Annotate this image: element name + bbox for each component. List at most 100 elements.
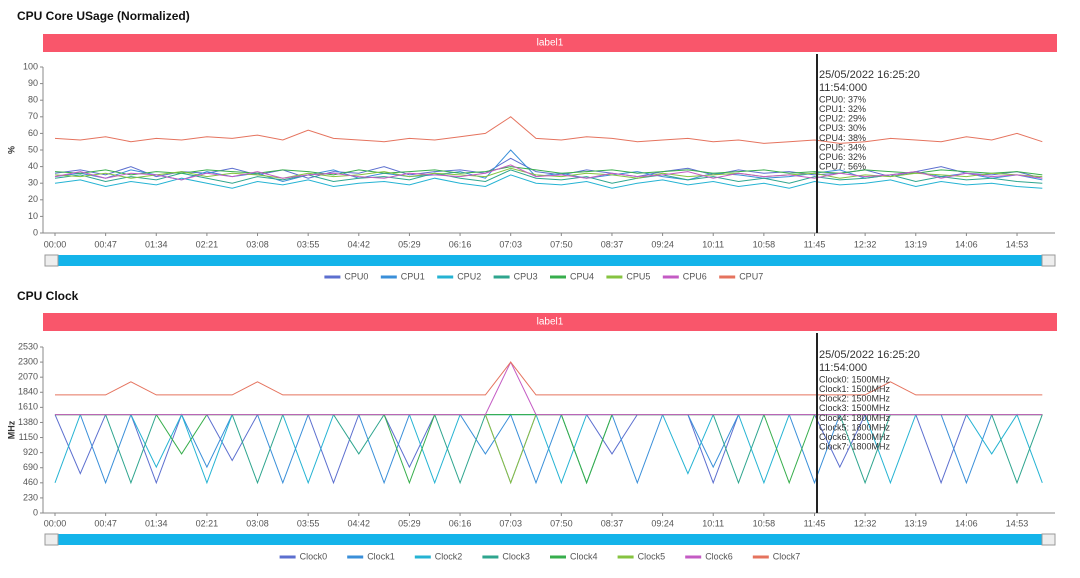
y-tick-label: 920: [23, 447, 38, 457]
legend-swatch[interactable]: [347, 555, 364, 559]
y-tick-label: 60: [28, 128, 38, 138]
x-tick-label: 08:37: [601, 239, 624, 249]
x-tick-label: 13:19: [904, 239, 927, 249]
legend-label[interactable]: CPU1: [401, 271, 425, 281]
y-axis-label: %: [6, 146, 16, 154]
legend-swatch[interactable]: [550, 555, 566, 559]
y-tick-label: 0: [33, 227, 38, 237]
y-tick-label: 2300: [18, 356, 38, 366]
x-tick-label: 05:29: [398, 518, 421, 528]
tooltip-line: CPU4: 38%: [819, 133, 866, 143]
chart-panel: CPU Clock label1 MHz 0 230 460 690 920 1150 1380 1…: [6, 289, 1057, 561]
x-tick-label: 07:03: [499, 518, 522, 528]
x-tick-label: 00:47: [94, 518, 117, 528]
banner: [43, 34, 1057, 52]
y-tick-label: 2070: [18, 372, 38, 382]
y-tick-label: 90: [28, 78, 38, 88]
y-tick-label: 100: [23, 61, 38, 71]
series-line: [54, 169, 1043, 184]
x-tick-label: 09:24: [651, 518, 674, 528]
tooltip-time: 11:54:000: [819, 82, 867, 94]
tooltip-line: Clock1: 1500MHz: [819, 384, 891, 394]
tooltip-line: Clock0: 1500MHz: [819, 374, 891, 384]
x-tick-label: 07:03: [499, 239, 522, 249]
legend-swatch[interactable]: [414, 555, 431, 559]
legend-label[interactable]: Clock7: [773, 551, 801, 561]
legend-label[interactable]: Clock3: [502, 551, 530, 561]
legend-label[interactable]: CPU4: [570, 271, 594, 281]
legend-swatch[interactable]: [617, 555, 634, 559]
tooltip-line: CPU6: 32%: [819, 152, 866, 162]
legend-label[interactable]: Clock6: [705, 551, 733, 561]
slider-handle-left[interactable]: [44, 254, 59, 267]
x-tick-label: 11:45: [804, 239, 826, 249]
x-tick-label: 00:00: [44, 518, 67, 528]
x-tick-label: 14:53: [1006, 518, 1029, 528]
x-tick-label: 06:16: [449, 518, 472, 528]
tooltip-time: 11:54:000: [819, 362, 867, 374]
legend-swatch[interactable]: [662, 275, 679, 279]
legend-label[interactable]: CPU0: [344, 271, 368, 281]
legend-swatch[interactable]: [437, 275, 454, 279]
legend-swatch[interactable]: [685, 555, 702, 559]
legend-label[interactable]: CPU2: [457, 271, 481, 281]
legend-swatch[interactable]: [380, 275, 397, 279]
tooltip-line: CPU3: 30%: [819, 123, 866, 133]
tooltip-line: Clock2: 1500MHz: [819, 394, 891, 404]
y-tick-label: 460: [23, 477, 38, 487]
legend-swatch[interactable]: [482, 555, 499, 559]
zoom-slider[interactable]: [45, 534, 1055, 545]
chart-title: CPU Clock: [17, 289, 79, 303]
tooltip-line: Clock7: 1800MHz: [819, 442, 891, 452]
legend-label[interactable]: CPU6: [683, 271, 707, 281]
legend-label[interactable]: Clock5: [638, 551, 666, 561]
legend-label[interactable]: CPU7: [739, 271, 763, 281]
x-tick-label: 14:06: [955, 518, 978, 528]
x-tick-label: 10:11: [702, 239, 724, 249]
x-tick-label: 02:21: [196, 518, 219, 528]
x-tick-label: 01:34: [145, 239, 168, 249]
x-tick-label: 03:55: [297, 239, 320, 249]
legend-label[interactable]: Clock4: [570, 551, 598, 561]
tooltip-line: Clock4: 1800MHz: [819, 413, 891, 423]
chart-title: CPU Core USage (Normalized): [17, 9, 190, 23]
legend-swatch[interactable]: [752, 555, 769, 559]
legend-label[interactable]: Clock1: [367, 551, 395, 561]
y-tick-label: 40: [28, 161, 38, 171]
legend-label[interactable]: Clock2: [435, 551, 463, 561]
x-tick-label: 07:50: [550, 518, 573, 528]
legend-swatch[interactable]: [324, 275, 341, 279]
tooltip-line: Clock6: 1800MHz: [819, 432, 891, 442]
legend-swatch[interactable]: [493, 275, 510, 279]
banner-label: label1: [537, 38, 564, 49]
legend-label[interactable]: CPU5: [626, 271, 650, 281]
x-tick-label: 14:06: [955, 239, 978, 249]
x-tick-label: 04:42: [348, 239, 371, 249]
x-tick-label: 01:34: [145, 518, 168, 528]
series-line: [54, 149, 1043, 183]
tooltip-line: CPU5: 34%: [819, 142, 866, 152]
legend-label[interactable]: CPU3: [514, 271, 538, 281]
tooltip-line: Clock5: 1800MHz: [819, 422, 891, 432]
x-tick-label: 03:08: [246, 518, 269, 528]
slider-handle-right[interactable]: [1041, 533, 1056, 546]
legend-swatch[interactable]: [719, 275, 736, 279]
y-tick-label: 80: [28, 95, 38, 105]
zoom-slider[interactable]: [45, 255, 1055, 266]
legend-swatch[interactable]: [550, 275, 566, 279]
series-line: [54, 174, 1043, 189]
series-line: [54, 116, 1043, 144]
legend-swatch[interactable]: [606, 275, 623, 279]
legend-swatch[interactable]: [279, 555, 296, 559]
tooltip-line: CPU0: 37%: [819, 94, 866, 104]
y-tick-label: 1380: [18, 417, 38, 427]
x-tick-label: 10:58: [753, 518, 776, 528]
y-tick-label: 0: [33, 507, 38, 517]
slider-handle-left[interactable]: [44, 533, 59, 546]
x-tick-label: 07:50: [550, 239, 573, 249]
x-tick-label: 14:53: [1006, 239, 1029, 249]
legend-label[interactable]: Clock0: [300, 551, 328, 561]
banner-label: label1: [537, 317, 564, 328]
y-tick-label: 230: [23, 492, 38, 502]
slider-handle-right[interactable]: [1041, 254, 1056, 267]
